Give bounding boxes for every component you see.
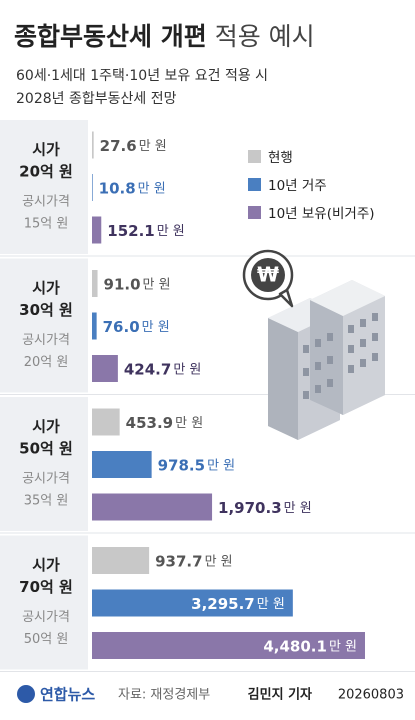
bar bbox=[92, 408, 120, 436]
legend-label: 10년 거주 bbox=[268, 178, 327, 194]
bar bbox=[92, 493, 213, 521]
sublabel: 50억 원 bbox=[24, 632, 69, 647]
chart-title: 종합부동산세 개편 적용 예시 bbox=[14, 22, 315, 51]
bar bbox=[92, 270, 98, 297]
bar bbox=[92, 131, 94, 159]
date: 20260803 bbox=[338, 688, 404, 703]
author: 김민지 기자 bbox=[248, 687, 312, 703]
subtitle: 2028년 종합부동산세 전망 bbox=[16, 91, 177, 107]
value-number: 10.8 bbox=[99, 179, 136, 197]
label-panel bbox=[0, 535, 88, 670]
value-label: 4,480.1 만 원 bbox=[263, 637, 357, 655]
sublabel: 공시가격 bbox=[22, 333, 70, 348]
value-number: 4,480.1 bbox=[263, 637, 327, 655]
logo: 연합뉴스 bbox=[40, 686, 95, 704]
sublabel: 15억 원 bbox=[24, 217, 69, 232]
value-label: 76.0 만 원 bbox=[103, 318, 170, 336]
category-label: 시가 bbox=[32, 141, 60, 159]
category-label: 20억 원 bbox=[19, 163, 73, 181]
value-number: 152.1 bbox=[107, 222, 154, 240]
value-unit: 만 원 bbox=[142, 320, 170, 335]
legend-label: 현행 bbox=[268, 150, 293, 166]
value-number: 27.6 bbox=[100, 137, 137, 155]
legend-swatch bbox=[248, 206, 261, 219]
value-label: 152.1 만 원 bbox=[107, 222, 185, 240]
value-number: 978.5 bbox=[158, 456, 205, 474]
category-label: 30억 원 bbox=[19, 301, 73, 319]
sublabel: 35억 원 bbox=[24, 494, 69, 509]
value-unit: 만 원 bbox=[205, 554, 233, 569]
category-label: 50억 원 bbox=[19, 440, 73, 458]
subtitle: 60세·1세대 1주택·10년 보유 요건 적용 시 bbox=[16, 68, 268, 84]
value-unit: 만 원 bbox=[138, 181, 166, 196]
value-number: 424.7 bbox=[124, 360, 171, 378]
category-label: 시가 bbox=[32, 556, 60, 574]
category-label: 시가 bbox=[32, 279, 60, 297]
bar bbox=[92, 174, 93, 201]
bar bbox=[92, 312, 97, 340]
icon-symbol: ₩ bbox=[257, 263, 279, 287]
value-unit: 만 원 bbox=[207, 458, 235, 473]
value-label: 978.5 만 원 bbox=[158, 456, 236, 474]
bar bbox=[92, 632, 365, 659]
value-unit: 만 원 bbox=[329, 639, 357, 654]
sublabel: 20억 원 bbox=[24, 355, 69, 370]
value-label: 3,295.7 만 원 bbox=[191, 595, 285, 613]
bar bbox=[92, 451, 152, 478]
label-panel bbox=[0, 397, 88, 531]
value-unit: 만 원 bbox=[173, 362, 201, 377]
sublabel: 공시가격 bbox=[22, 195, 70, 210]
value-number: 1,970.3 bbox=[218, 499, 282, 517]
value-number: 453.9 bbox=[126, 414, 173, 432]
value-label: 91.0 만 원 bbox=[104, 275, 171, 293]
value-unit: 만 원 bbox=[284, 501, 312, 516]
category-label: 70억 원 bbox=[19, 578, 73, 596]
value-number: 91.0 bbox=[104, 275, 141, 293]
value-unit: 만 원 bbox=[157, 224, 185, 239]
value-unit: 만 원 bbox=[139, 139, 167, 154]
value-unit: 만 원 bbox=[143, 277, 171, 292]
value-label: 937.7 만 원 bbox=[155, 552, 233, 570]
value-label: 453.9 만 원 bbox=[126, 414, 204, 432]
legend-swatch bbox=[248, 178, 261, 191]
category-label: 시가 bbox=[32, 418, 60, 436]
title-light: 적용 예시 bbox=[215, 22, 315, 51]
sublabel: 공시가격 bbox=[22, 472, 70, 487]
logo-mark bbox=[17, 685, 35, 703]
source: 자료: 재정경제부 bbox=[118, 688, 210, 703]
panels bbox=[0, 120, 415, 672]
value-label: 10.8 만 원 bbox=[99, 179, 166, 197]
value-number: 76.0 bbox=[103, 318, 140, 336]
value-label: 1,970.3 만 원 bbox=[218, 499, 312, 517]
value-unit: 만 원 bbox=[257, 597, 285, 612]
label-panel bbox=[0, 258, 88, 393]
bar bbox=[92, 355, 118, 382]
title-bold: 종합부동산세 개편 bbox=[14, 22, 207, 51]
value-number: 937.7 bbox=[155, 552, 202, 570]
value-number: 3,295.7 bbox=[191, 595, 255, 613]
bar bbox=[92, 589, 293, 617]
legend-swatch bbox=[248, 150, 261, 163]
value-unit: 만 원 bbox=[175, 416, 203, 431]
legend-label: 10년 보유(비거주) bbox=[268, 206, 375, 222]
bar bbox=[92, 547, 150, 574]
sublabel: 공시가격 bbox=[22, 610, 70, 625]
bar bbox=[92, 216, 102, 244]
value-label: 27.6 만 원 bbox=[100, 137, 167, 155]
building-icon: ₩ bbox=[242, 249, 385, 440]
label-panel bbox=[0, 120, 88, 254]
value-label: 424.7 만 원 bbox=[124, 360, 202, 378]
